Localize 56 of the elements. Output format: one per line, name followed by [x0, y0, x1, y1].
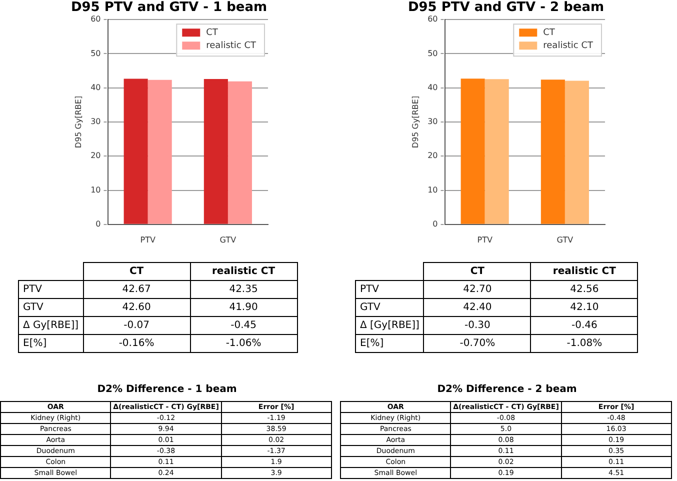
- legend-label: realistic CT: [543, 40, 594, 51]
- text: CT: [129, 266, 144, 277]
- text: GTV: [356, 298, 424, 316]
- text: realistic CT: [212, 266, 276, 277]
- y-axis-title: D95 Gy[RBE]: [74, 96, 83, 148]
- x-tick-label: GTV: [556, 235, 574, 244]
- text: GTV: [18, 298, 84, 316]
- text: -0.45: [190, 316, 298, 334]
- text: -1.08%: [530, 334, 638, 352]
- x-tick-label: PTV: [140, 235, 156, 244]
- chart-title: D95 PTV and GTV - 1 beam: [70, 0, 268, 16]
- text: 41.90: [190, 298, 298, 316]
- text: 42.70: [424, 280, 531, 298]
- text: 42.35: [190, 280, 298, 298]
- text: D2% Difference - 1 beam: [96, 384, 238, 395]
- y-axis-title: D95 Gy[RBE]: [410, 96, 420, 148]
- y-tick-label: 60: [428, 14, 438, 24]
- text: -0.46: [530, 316, 638, 334]
- y-tick-label: 30: [428, 117, 438, 126]
- x-tick-label: GTV: [220, 235, 237, 244]
- y-tick-label: 40: [428, 82, 438, 92]
- y-tick-label: 20: [90, 151, 101, 160]
- text: CT: [470, 266, 484, 277]
- y-tick-label: 40: [90, 82, 101, 92]
- y-tick-label: 10: [428, 185, 438, 194]
- text: 42.56: [530, 280, 638, 298]
- x-tick-label: PTV: [477, 235, 493, 244]
- y-tick-label: 30: [90, 117, 101, 126]
- text: realistic CT: [552, 266, 616, 277]
- text: -0.70%: [424, 334, 531, 352]
- text: PTV: [356, 280, 424, 298]
- text: 42.67: [83, 280, 190, 298]
- text: -0.07: [83, 316, 190, 334]
- text: 42.60: [83, 298, 190, 316]
- legend-label: CT: [206, 28, 218, 38]
- text: Δ Gy[RBE]]: [18, 316, 84, 334]
- text: D2% Difference - 2 beam: [436, 384, 578, 395]
- text: Δ [Gy[RBE]]: [356, 316, 424, 334]
- text: 42.10: [530, 298, 638, 316]
- text: -0.30: [424, 316, 531, 334]
- y-tick-label: 50: [90, 48, 101, 58]
- y-tick-label: 10: [90, 185, 101, 194]
- chart-title: D95 PTV and GTV - 2 beam: [408, 0, 604, 16]
- text: E[%]: [356, 334, 424, 352]
- text: E[%]: [18, 334, 84, 352]
- text: PTV: [18, 280, 84, 298]
- legend-label: CT: [543, 28, 556, 38]
- y-tick-label: 60: [90, 14, 101, 24]
- y-tick-label: 0: [96, 219, 101, 228]
- y-tick-label: 0: [432, 219, 438, 228]
- y-tick-label: 50: [428, 48, 438, 58]
- text: -1.06%: [190, 334, 298, 352]
- y-tick-label: 20: [428, 151, 438, 160]
- legend-label: realistic CT: [206, 40, 256, 51]
- text: -0.16%: [83, 334, 190, 352]
- text: 42.40: [424, 298, 531, 316]
